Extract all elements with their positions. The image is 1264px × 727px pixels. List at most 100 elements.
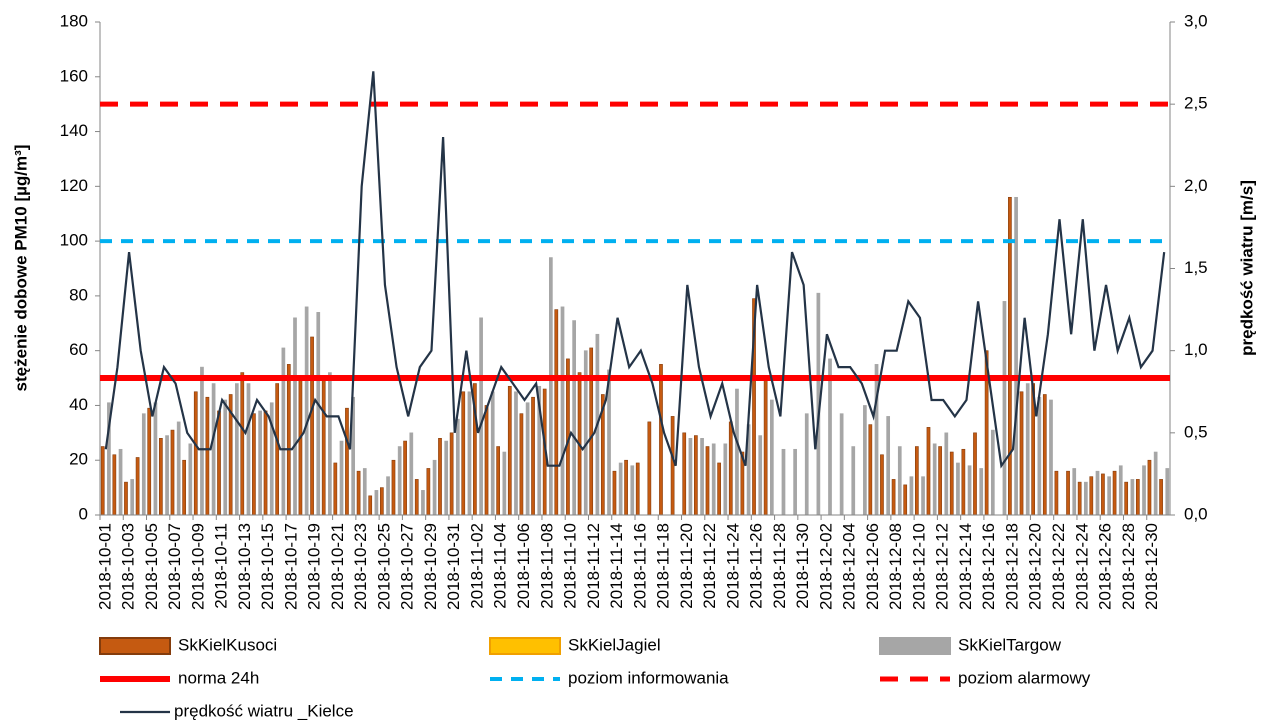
x-tick-label: 2018-12-22: [1049, 523, 1068, 610]
bar: [914, 446, 919, 516]
bar: [374, 490, 379, 516]
bar: [728, 421, 733, 516]
y-tick-label: 40: [69, 395, 88, 414]
x-tick-label: 2018-10-09: [188, 523, 207, 610]
bar: [321, 377, 326, 516]
bar: [612, 470, 617, 516]
bar: [217, 410, 221, 516]
bar: [403, 440, 407, 516]
bar: [211, 383, 216, 516]
legend-label: SkKielJagiel: [568, 635, 661, 654]
bar: [1049, 399, 1053, 516]
bar: [973, 432, 977, 516]
bar: [944, 432, 949, 516]
legend-label: poziom alarmowy: [958, 668, 1091, 687]
bar: [188, 443, 193, 516]
bar: [1095, 470, 1100, 516]
x-tick-label: 2018-12-18: [1002, 523, 1021, 610]
bar: [990, 429, 995, 516]
x-tick-label: 2018-10-01: [95, 523, 114, 610]
x-tick-label: 2018-11-02: [467, 523, 486, 609]
bar: [723, 443, 728, 516]
x-tick-label: 2018-12-30: [1142, 523, 1161, 610]
bar: [286, 364, 291, 516]
bar: [275, 383, 280, 516]
y-tick-label: 60: [69, 340, 88, 359]
bar: [903, 484, 908, 516]
legend-swatch: [99, 637, 171, 655]
bar: [170, 429, 175, 516]
x-tick-label: 2018-10-13: [235, 523, 254, 610]
x-tick-label: 2018-10-31: [444, 523, 463, 610]
x-tick-label: 2018-11-04: [491, 523, 510, 609]
x-tick-label: 2018-11-10: [561, 523, 580, 609]
x-tick-label: 2018-10-07: [165, 523, 184, 610]
bar: [333, 462, 338, 516]
bar: [949, 451, 954, 516]
y2-tick-label: 1,0: [1184, 340, 1208, 359]
bar: [589, 347, 594, 516]
x-tick-label: 2018-10-03: [119, 523, 138, 610]
bar: [531, 396, 535, 516]
x-tick-label: 2018-12-28: [1119, 523, 1138, 610]
x-tick-label: 2018-12-20: [1026, 523, 1045, 610]
bar: [1107, 476, 1111, 516]
bar: [176, 421, 181, 516]
bar: [339, 440, 344, 516]
bar: [828, 358, 832, 516]
x-tick-label: 2018-12-02: [816, 523, 835, 610]
y-tick-label: 80: [69, 285, 88, 304]
x-tick-label: 2018-11-08: [537, 523, 556, 609]
bar: [804, 413, 809, 516]
bar: [770, 399, 774, 516]
x-tick-label: 2018-12-26: [1096, 523, 1115, 610]
y-tick-label: 100: [60, 231, 88, 250]
bar: [1124, 481, 1129, 516]
x-tick-label: 2018-10-05: [142, 523, 161, 610]
bar: [519, 413, 524, 516]
y2-tick-label: 3,0: [1184, 11, 1208, 30]
bar: [235, 383, 239, 516]
x-tick-label: 2018-12-14: [956, 523, 975, 610]
bar: [258, 410, 262, 516]
bar: [1037, 396, 1042, 516]
bar: [141, 413, 146, 516]
bar: [549, 257, 553, 516]
bar: [1014, 196, 1018, 516]
y-tick-label: 120: [60, 176, 88, 195]
y-axis-title: stężenie dobowe PM10 [µg/m³]: [11, 145, 30, 392]
bar: [1019, 391, 1024, 516]
bar: [694, 435, 698, 516]
bar: [1002, 301, 1007, 516]
bar: [514, 391, 518, 516]
bar: [426, 468, 431, 516]
bar: [252, 413, 256, 516]
bar: [182, 459, 186, 516]
x-tick-label: 2018-10-25: [374, 523, 393, 610]
bar: [1101, 473, 1105, 516]
bar: [956, 462, 960, 516]
bar: [880, 454, 884, 516]
bar: [112, 454, 117, 516]
x-tick-label: 2018-10-23: [351, 523, 370, 610]
bar: [421, 490, 425, 516]
x-tick-label: 2018-11-06: [514, 523, 533, 609]
x-tick-label: 2018-11-24: [723, 523, 742, 609]
x-tick-label: 2018-10-17: [281, 523, 300, 610]
x-tick-label: 2018-11-26: [747, 523, 766, 609]
bar: [461, 391, 466, 516]
bar: [223, 399, 228, 516]
bar: [1118, 465, 1123, 516]
bar: [886, 416, 891, 516]
bar: [444, 440, 449, 516]
bar: [153, 402, 158, 516]
bar: [490, 391, 495, 516]
bar: [793, 448, 797, 516]
y2-axis-title: prędkość wiatru [m/s]: [1237, 180, 1256, 356]
bar: [711, 443, 716, 516]
bar: [851, 446, 856, 516]
legend-label: poziom informowania: [568, 668, 729, 687]
bar: [479, 317, 483, 516]
x-tick-label: 2018-11-22: [700, 523, 719, 609]
x-tick-label: 2018-11-20: [677, 523, 696, 609]
